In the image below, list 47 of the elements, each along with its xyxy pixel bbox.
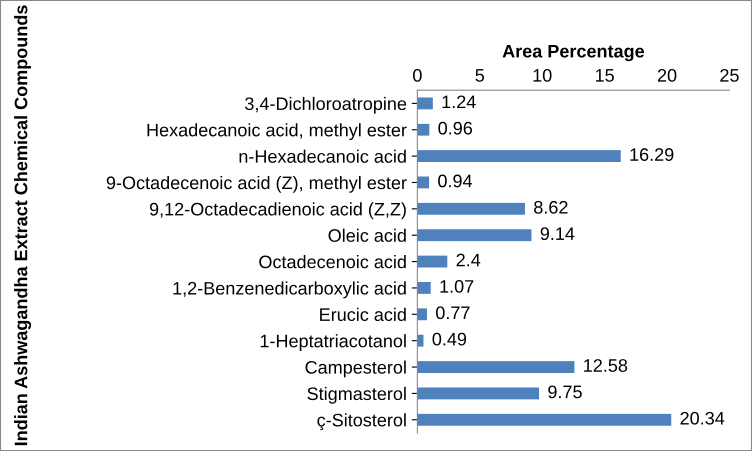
bar <box>417 282 431 294</box>
data-label: 1.07 <box>440 280 474 293</box>
bar <box>417 387 540 400</box>
bar <box>417 229 532 242</box>
data-label: 0.94 <box>438 174 472 188</box>
x-tick-label: 25 <box>720 68 739 82</box>
data-label: 2.4 <box>456 254 480 266</box>
bar <box>417 124 430 136</box>
data-label: 8.62 <box>534 200 568 214</box>
x-tick-label: 15 <box>596 69 614 82</box>
data-label: 9.14 <box>540 227 574 240</box>
data-label: 9.75 <box>548 385 582 398</box>
y-tick-label: Oleic acid <box>328 228 406 242</box>
y-tick-label: 1,2-Benzenedicarboxylic acid <box>173 281 406 298</box>
x-tick-label: 20 <box>658 68 676 82</box>
y-axis-title: Indian Ashwagandha Extract Chemical Compounds <box>14 5 32 446</box>
data-label: 20.34 <box>680 412 724 425</box>
x-axis-title: Area Percentage <box>502 44 644 62</box>
bar <box>417 97 433 110</box>
x-tick-label: 0 <box>413 68 422 82</box>
data-label: 0.96 <box>438 122 472 135</box>
y-tick-label: Hexadecanoic acid, methyl ester <box>148 123 407 140</box>
x-tick-label: 10 <box>534 68 552 82</box>
y-tick-label: 9,12-Octadecadienoic acid (Z,Z) <box>150 202 406 220</box>
bar <box>417 202 525 215</box>
bar <box>417 361 574 373</box>
y-tick-label: Erucic acid <box>320 308 406 322</box>
y-tick-label: 3,4-Dichloroatropine <box>245 96 406 114</box>
y-tick-label: ç-Sitosterol <box>317 413 406 430</box>
y-tick-label: 9-Octadecenoic acid (Z), methyl ester <box>106 176 407 193</box>
y-tick-label: 1-Heptatriacotanol <box>260 334 406 351</box>
bar <box>417 308 427 320</box>
y-tick-label: n-Hexadecanoic acid <box>240 150 406 163</box>
x-tick-label: 5 <box>475 69 484 82</box>
data-label: 1.24 <box>442 95 476 108</box>
data-label: 16.29 <box>630 148 674 161</box>
data-label: 12.58 <box>584 359 628 372</box>
bar <box>417 150 621 162</box>
bar <box>417 256 448 268</box>
data-label: 0.49 <box>432 332 466 346</box>
bar <box>417 176 430 188</box>
bar <box>417 334 424 347</box>
y-tick-label: Stigmasterol <box>307 386 406 404</box>
y-tick-label: Octadecenoic acid <box>259 255 406 268</box>
bar <box>417 414 672 426</box>
y-tick-label: Campesterol <box>306 360 406 378</box>
data-label: 0.77 <box>436 306 470 320</box>
